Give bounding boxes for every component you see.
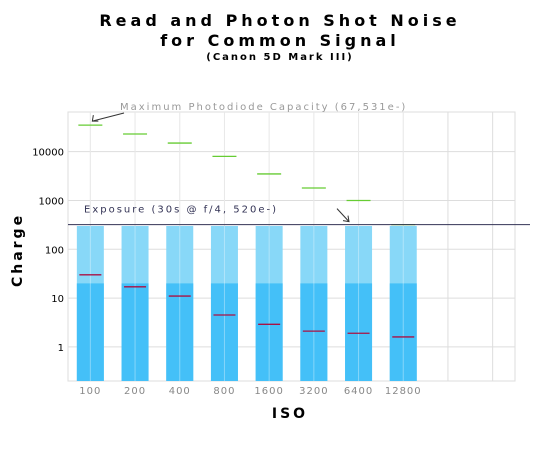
- chart-title-line1: Read and Photon Shot Noise: [99, 11, 460, 30]
- x-tick-label: 3200: [299, 386, 328, 397]
- exposure-arrow: [336, 208, 350, 222]
- max-capacity-annotation: Maximum Photodiode Capacity (67,531e-): [120, 102, 407, 113]
- y-tick-label: 100: [45, 245, 64, 256]
- x-tick-label: 1600: [254, 386, 283, 397]
- bar-dark-12800: [389, 283, 417, 381]
- y-tick-label: 10: [51, 294, 64, 305]
- max-capacity-arrowhead: [91, 115, 99, 122]
- y-tick-label: 1: [58, 343, 64, 354]
- exposure-arrowhead: [342, 215, 350, 223]
- x-tick-label: 200: [124, 386, 146, 397]
- read-noise-markers: [79, 274, 415, 338]
- bars: [76, 112, 417, 381]
- x-tick-label: 800: [213, 386, 235, 397]
- bar-dark-3200: [300, 283, 328, 381]
- x-tick-labels: 100 200 400 800 1600 3200 6400 12800: [79, 386, 422, 397]
- y-tick-label: 1000: [39, 196, 64, 207]
- chart-title-line2: for Common Signal: [160, 31, 400, 50]
- capacity-markers: [78, 124, 416, 226]
- exposure-annotation: Exposure (30s @ f/4, 520e-): [84, 205, 278, 216]
- max-capacity-arrow: [92, 112, 125, 122]
- x-tick-label: 6400: [344, 386, 373, 397]
- x-tick-label: 100: [79, 386, 101, 397]
- bar-dark-1600: [255, 283, 283, 381]
- x-tick-label: 400: [169, 386, 191, 397]
- bar-dark-6400: [345, 283, 373, 381]
- bar-dark-200: [121, 283, 149, 381]
- y-tick-label: 10000: [32, 148, 64, 159]
- x-axis-label: ISO: [272, 406, 308, 422]
- bar-dark-100: [76, 283, 104, 381]
- bar-dark-800: [210, 283, 238, 381]
- y-axis-label: Charge: [10, 213, 26, 287]
- x-tick-label: 12800: [385, 386, 422, 397]
- bar-dark-400: [166, 283, 194, 381]
- plot-frame: [67, 111, 516, 382]
- y-tick-labels: 1 10 100 1000 10000: [32, 148, 64, 354]
- chart-subtitle: (Canon 5D Mark III): [206, 52, 353, 63]
